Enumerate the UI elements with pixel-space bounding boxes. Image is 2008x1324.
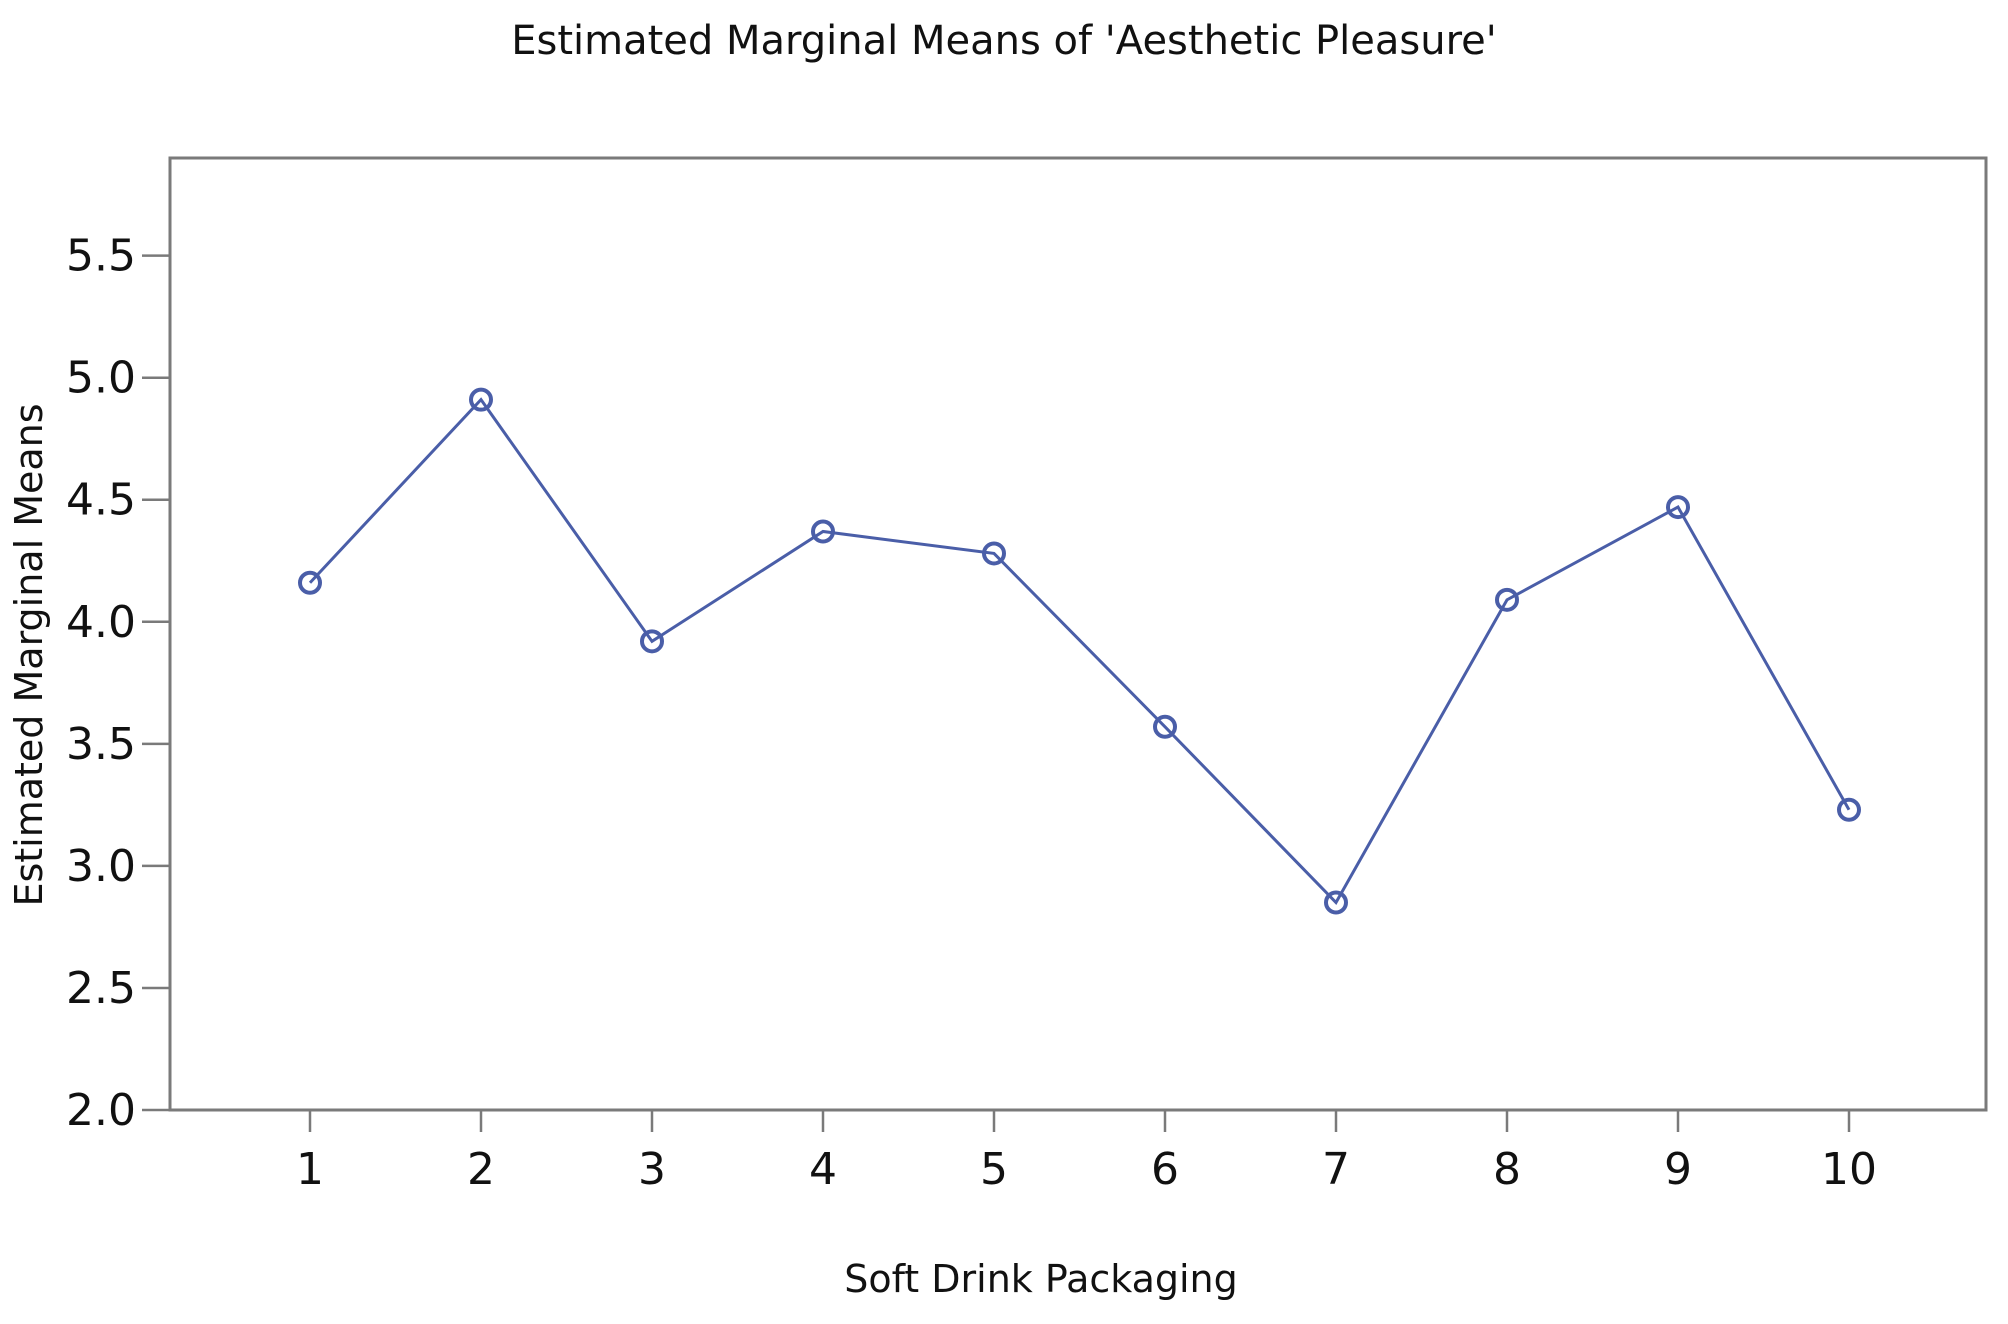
chart-title: Estimated Marginal Means of 'Aesthetic P… <box>511 18 1497 64</box>
data-point-circle <box>811 519 835 544</box>
data-point-circle <box>1666 495 1690 520</box>
x-tick-label: 10 <box>1821 1144 1877 1195</box>
data-point-circle <box>1495 587 1519 612</box>
data-point-circle <box>982 541 1006 566</box>
y-axis: 2.0 2.5 3.0 3.5 4.0 4.5 5.0 5.5 <box>66 231 170 1136</box>
y-axis-label: Estimated Marginal Means <box>7 403 51 906</box>
x-tick-label: 6 <box>1151 1144 1179 1195</box>
x-tick-label: 7 <box>1322 1144 1350 1195</box>
y-tick-label: 2.0 <box>66 1085 136 1136</box>
y-tick-label: 2.5 <box>66 963 136 1014</box>
data-point-circle <box>1324 890 1348 915</box>
y-tick-label: 3.0 <box>66 841 136 892</box>
x-tick-label: 3 <box>638 1144 666 1195</box>
x-axis-label: Soft Drink Packaging <box>844 1257 1238 1301</box>
series-line <box>308 397 1851 905</box>
data-point-circle <box>1153 714 1177 739</box>
y-tick-label: 3.5 <box>66 719 136 770</box>
x-tick-label: 8 <box>1493 1144 1521 1195</box>
x-tick-label: 9 <box>1664 1144 1692 1195</box>
y-tick-label: 4.0 <box>66 597 136 648</box>
x-tick-label: 5 <box>980 1144 1008 1195</box>
plot-frame <box>168 156 1988 1112</box>
series-layer <box>298 387 1861 915</box>
y-tick-label: 4.5 <box>66 475 136 526</box>
data-point-circle <box>1837 797 1861 822</box>
y-tick-label: 5.0 <box>66 353 136 404</box>
data-point-circle <box>640 629 664 654</box>
data-point-circle <box>469 387 493 412</box>
x-tick-label: 4 <box>809 1144 837 1195</box>
y-tick-label: 5.5 <box>66 231 136 282</box>
x-tick-label: 1 <box>296 1144 324 1195</box>
x-axis: 1 2 3 4 5 6 7 8 9 10 <box>296 1110 1877 1195</box>
x-tick-label: 2 <box>467 1144 495 1195</box>
data-point-circle <box>298 570 322 595</box>
